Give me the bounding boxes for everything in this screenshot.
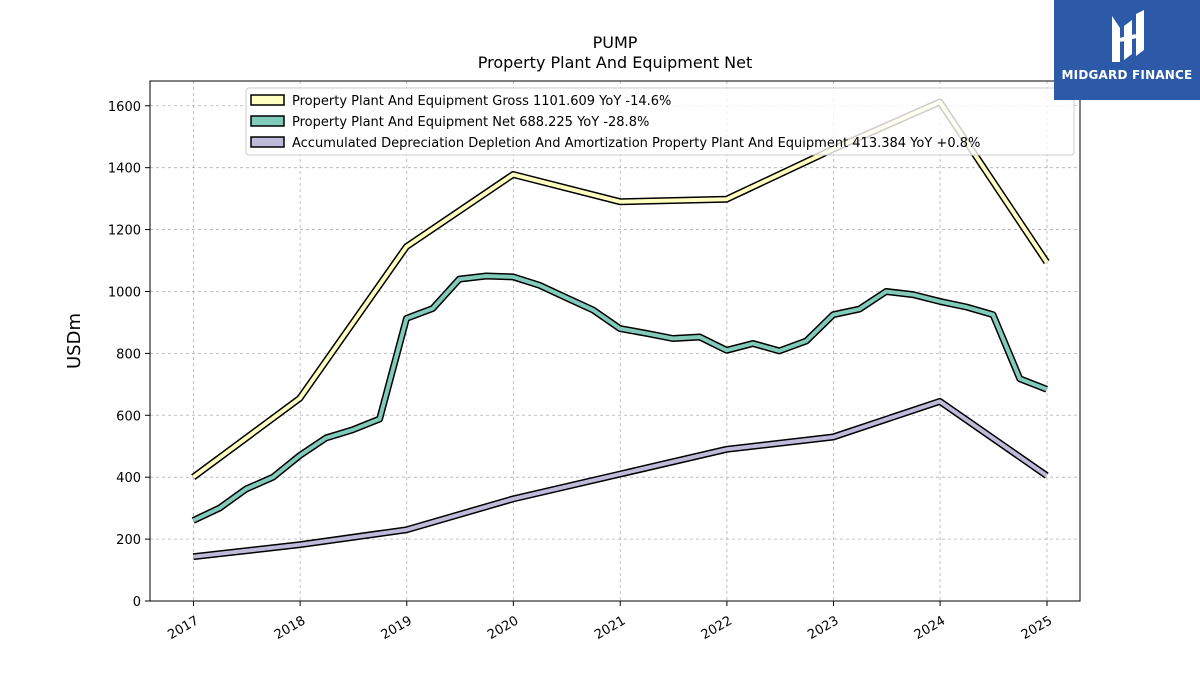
series-line-0 — [192, 100, 1049, 479]
x-axis: 2017 2018 2019 2020 2021 2022 2023 2024 2025 — [165, 601, 1055, 643]
legend-label: Property Plant And Equipment Net 688.225… — [292, 115, 649, 130]
y-tick-label: 200 — [116, 533, 141, 548]
legend-label: Accumulated Depreciation Depletion And A… — [292, 136, 980, 151]
x-tick-label: 2025 — [1019, 613, 1055, 643]
x-tick-label: 2024 — [912, 613, 948, 643]
y-tick-label: 1400 — [108, 162, 141, 177]
chart-subtitle: Property Plant And Equipment Net — [478, 53, 753, 72]
plot-frame — [149, 80, 1081, 602]
y-tick-label: 0 — [133, 595, 141, 610]
series-line-2 — [192, 399, 1048, 559]
legend-box — [245, 87, 1075, 156]
midgard-logo-icon — [1112, 10, 1144, 62]
legend-swatch — [250, 136, 285, 148]
y-tick-label: 400 — [116, 471, 141, 486]
legend-swatch — [250, 94, 285, 106]
x-tick-label: 2023 — [805, 613, 841, 643]
y-tick-label: 1000 — [108, 285, 141, 300]
y-tick-label: 1600 — [108, 100, 141, 115]
logo-text: MIDGARD FINANCE — [1061, 68, 1193, 82]
midgard-finance-logo: MIDGARD FINANCE — [1054, 0, 1200, 100]
series-outline-0 — [191, 98, 1050, 481]
x-tick-label: 2019 — [379, 613, 415, 643]
legend: Property Plant And Equipment Gross 1101.… — [245, 87, 1075, 156]
legend-swatch — [250, 115, 285, 127]
series-line-1 — [192, 274, 1048, 523]
x-tick-label: 2022 — [699, 613, 735, 643]
x-tick-label: 2018 — [272, 613, 308, 643]
grid-lines — [150, 81, 1080, 602]
x-tick-label: 2021 — [592, 613, 628, 643]
legend-label: Property Plant And Equipment Gross 1101.… — [292, 94, 671, 109]
y-axis: 0 200 400 600 800 1000 1200 1400 1600 — [108, 100, 150, 610]
y-tick-label: 800 — [116, 347, 141, 362]
x-tick-label: 2020 — [485, 613, 521, 643]
y-tick-label: 1200 — [108, 224, 141, 239]
y-axis-label: USDm — [64, 313, 85, 369]
y-tick-label: 600 — [116, 409, 141, 424]
x-tick-label: 2017 — [165, 613, 201, 643]
series-layer — [191, 98, 1050, 561]
chart-title: PUMP — [593, 33, 638, 52]
